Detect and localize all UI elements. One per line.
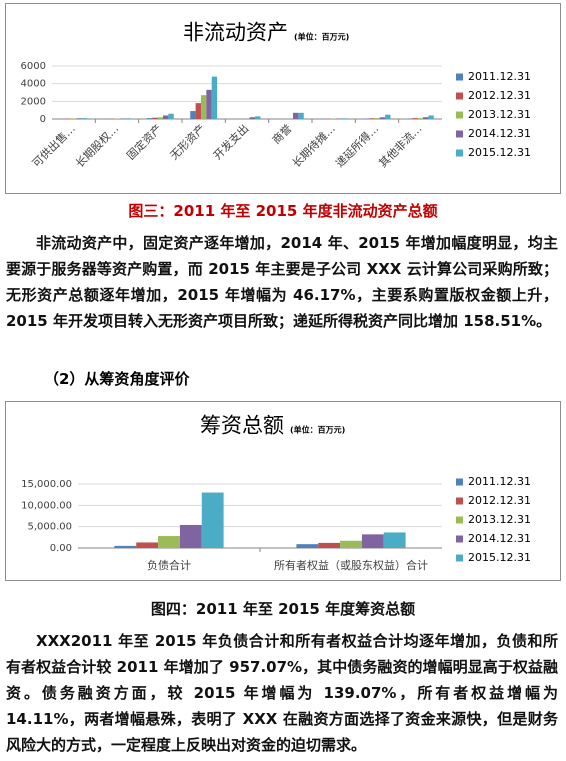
bar — [70, 118, 77, 119]
bar — [296, 544, 319, 548]
x-tick-label: 开发支出 — [210, 121, 251, 162]
bar — [361, 534, 384, 548]
chart-frame: 筹资总额 (单位：百万元) 0.00 5,000.00 10,000.00 15,000.… — [5, 401, 561, 581]
legend-swatch — [456, 554, 463, 562]
bar — [417, 118, 424, 119]
bar — [318, 542, 341, 548]
bar — [385, 114, 391, 119]
bar — [152, 117, 158, 119]
legend-label: 2014.12.31 — [468, 127, 531, 140]
bar — [423, 117, 429, 119]
bar — [76, 118, 82, 119]
bar — [379, 117, 386, 119]
legend-swatch — [456, 149, 463, 157]
legend-label: 2014.12.31 — [468, 532, 531, 545]
legend-label: 2012.12.31 — [468, 89, 531, 102]
y-tick-label: 5,000.00 — [27, 522, 72, 533]
bar — [125, 118, 131, 119]
legend-swatch — [456, 73, 463, 81]
legend-label: 2015.12.31 — [468, 551, 531, 564]
chart: 非流动资产 (单位：百万元) 0 2000 4000 6000 可供出售…长期股权… 固定资产… — [21, 21, 531, 171]
heading: （2）从筹资角度评价 — [44, 370, 190, 388]
bar — [298, 112, 304, 119]
bar — [293, 112, 299, 119]
bar — [200, 95, 207, 119]
legend-label: 2012.12.31 — [468, 494, 531, 507]
bar — [119, 118, 126, 119]
y-tick-label: 0 — [40, 114, 46, 125]
legend-swatch — [456, 497, 463, 505]
bar — [412, 118, 418, 119]
y-tick-label: 6000 — [21, 61, 46, 72]
legend-swatch — [456, 111, 463, 119]
x-tick-label: 长期股权… — [73, 122, 121, 170]
legend-swatch — [456, 92, 463, 100]
legend-label: 2013.12.31 — [468, 108, 531, 121]
x-tick-label: 长期待摊… — [289, 121, 338, 170]
x-tick-label: 固定资产 — [124, 121, 165, 162]
chart-title: 非流动资产 — [183, 21, 288, 45]
bar — [428, 115, 434, 119]
bar — [255, 116, 261, 119]
y-tick-label: 10,000.00 — [21, 500, 72, 511]
chart-subtitle: (单位：百万元) — [290, 425, 345, 435]
legend-label: 2015.12.31 — [468, 146, 531, 159]
bar — [374, 118, 380, 119]
bar — [195, 103, 201, 119]
caption: 图四：2011 年至 2015 年度筹资总额 — [150, 600, 416, 618]
bar — [136, 542, 159, 548]
legend-swatch — [456, 516, 463, 524]
bar — [168, 113, 174, 119]
bar — [146, 118, 153, 119]
x-tick-label: 递延所得… — [332, 121, 381, 170]
legend-swatch — [456, 478, 463, 486]
x-tick-label: 所有者权益（或股东权益）合计 — [274, 558, 428, 572]
bar — [114, 545, 137, 548]
bar — [249, 117, 256, 119]
y-tick-label: 2000 — [21, 96, 46, 107]
chart-frame: 非流动资产 (单位：百万元) 0 2000 4000 6000 可供出售… 长期股权… 固定资产… — [5, 3, 561, 194]
paragraph: XXX2011 年至 2015 年负债合计和所有者权益合计均逐年增加，负债和所有… — [6, 632, 558, 754]
bar — [190, 111, 196, 119]
x-tick-label: 可供出售… — [29, 121, 78, 170]
x-tick-label: 无形资产 — [167, 121, 208, 162]
bar — [206, 89, 212, 119]
legend-swatch — [456, 535, 463, 543]
legend-swatch — [456, 130, 463, 138]
bar — [340, 540, 362, 548]
legend-label: 2013.12.31 — [468, 513, 531, 526]
bar — [368, 118, 375, 119]
y-tick-label: 4000 — [21, 79, 46, 90]
chart-title: 筹资总额 — [200, 414, 284, 438]
bar — [157, 117, 164, 119]
bar — [158, 536, 180, 548]
legend-label: 2011.12.31 — [468, 70, 531, 83]
bar — [163, 115, 169, 119]
paragraph: 非流动资产中，固定资产逐年增加，2014 年、2015 年增加幅度明显，均主要源… — [6, 234, 558, 330]
bar — [179, 524, 202, 548]
y-tick-label: 0.00 — [50, 543, 72, 554]
bar — [211, 76, 218, 119]
x-tick-label: 其他非流… — [376, 121, 425, 170]
chart: 筹资总额 (单位：百万元) 0.00 5,000.00 10,000.00 15,000.… — [21, 414, 531, 573]
y-tick-label: 15,000.00 — [21, 479, 72, 490]
bar — [201, 492, 224, 548]
bar — [336, 118, 342, 119]
chart-subtitle: (单位：百万元) — [294, 32, 349, 42]
bar — [383, 532, 406, 548]
bar — [81, 118, 88, 119]
x-tick-label: 商誉 — [269, 121, 294, 146]
legend-label: 2011.12.31 — [468, 475, 531, 488]
caption: 图三：2011 年至 2015 年度非流动资产总额 — [128, 202, 438, 220]
x-tick-label: 负债合计 — [147, 558, 191, 572]
bar — [341, 118, 348, 119]
